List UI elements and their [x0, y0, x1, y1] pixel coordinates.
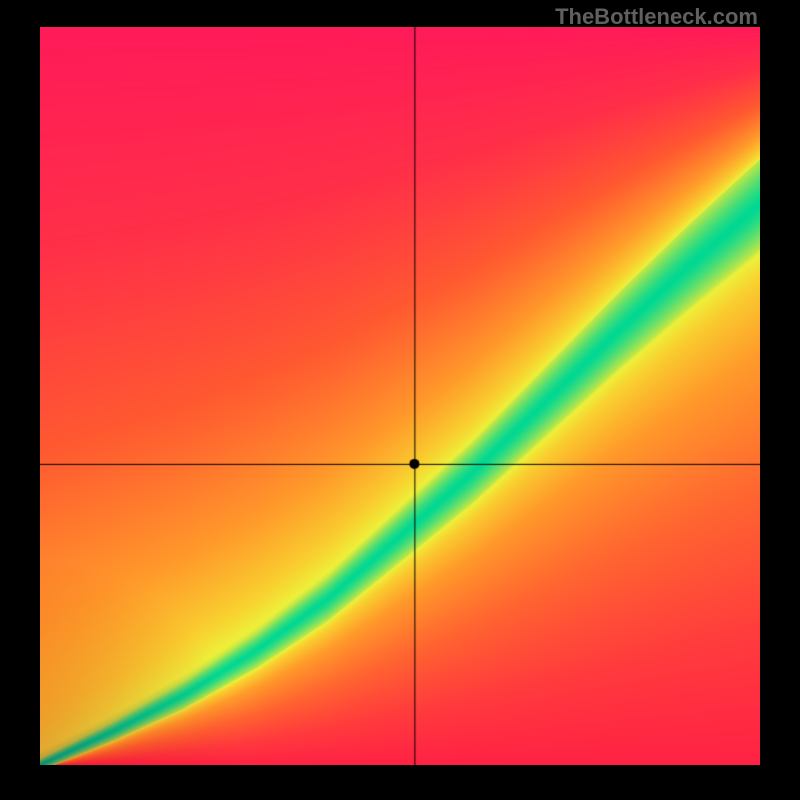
- watermark-text: TheBottleneck.com: [555, 4, 758, 30]
- chart-container: TheBottleneck.com: [0, 0, 800, 800]
- bottleneck-heatmap: [40, 27, 760, 765]
